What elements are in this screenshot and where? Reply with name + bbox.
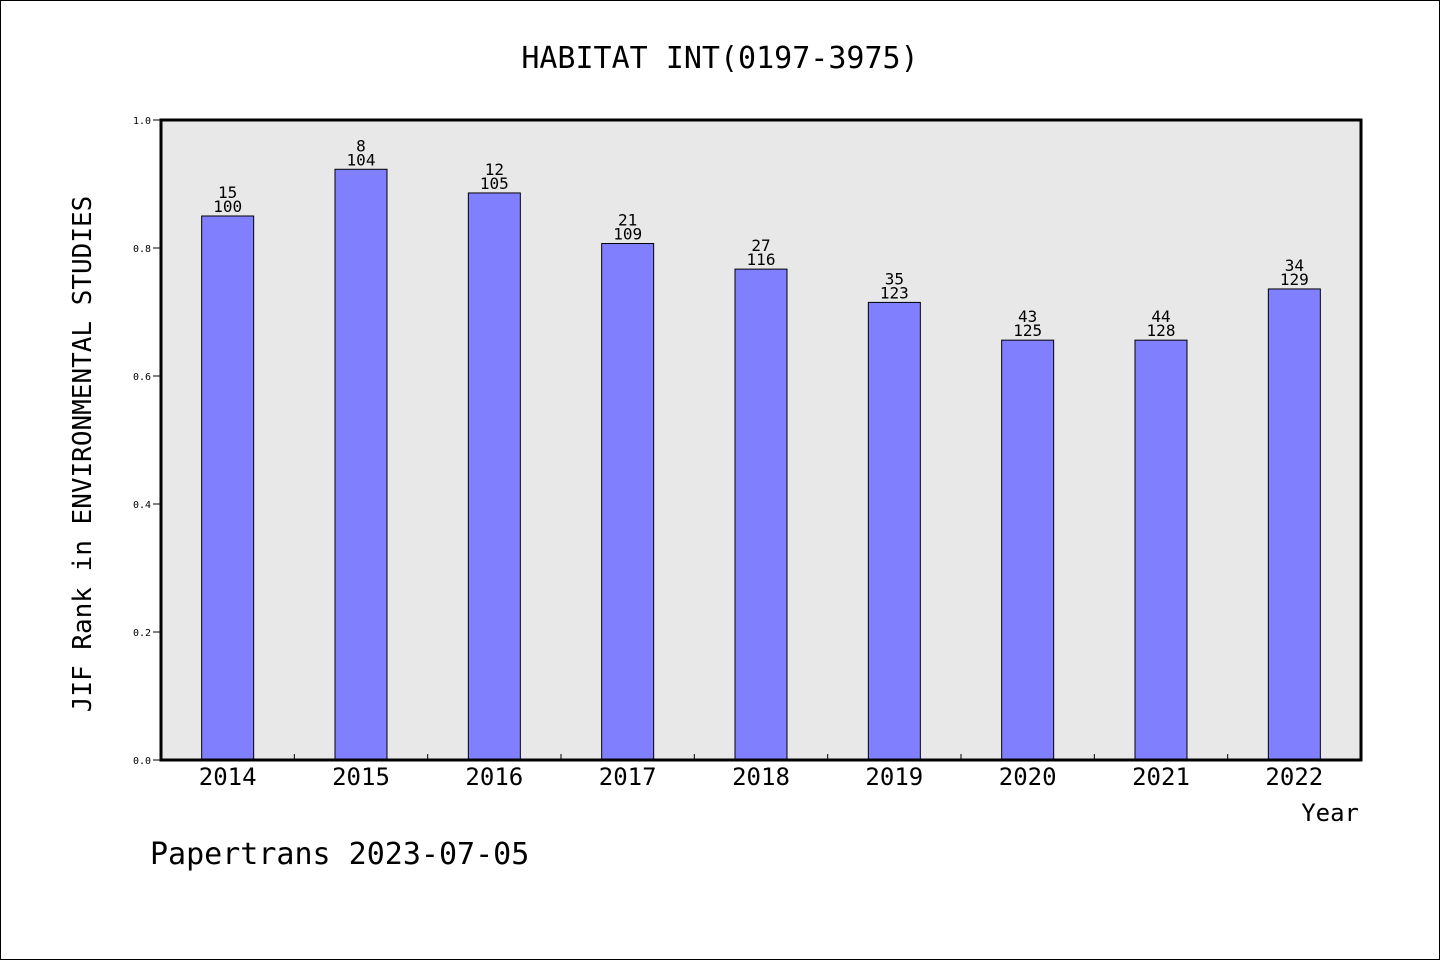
bar-2015 xyxy=(334,168,388,761)
x-tick-label: 2020 xyxy=(999,763,1057,791)
bar-total-label: 100 xyxy=(213,197,242,216)
bar-total-label: 105 xyxy=(480,174,509,193)
bar-rank-label: 44 xyxy=(1151,307,1170,326)
x-tick-label: 2019 xyxy=(865,763,923,791)
footer-credit: Papertrans 2023-07-05 xyxy=(150,837,529,872)
chart-title: HABITAT INT(0197-3975) xyxy=(521,41,918,76)
y-tick-label: 0.4 xyxy=(133,500,151,511)
y-tick-label: 0.0 xyxy=(133,756,151,767)
bar-total-label: 104 xyxy=(347,150,376,169)
y-tick-label: 0.2 xyxy=(133,628,151,639)
bar-2020 xyxy=(1001,339,1055,761)
bar-rank-label: 34 xyxy=(1285,256,1304,275)
bar-rank-label: 12 xyxy=(485,160,504,179)
bar-rank-label: 35 xyxy=(885,269,904,288)
bar-total-label: 109 xyxy=(613,225,642,244)
bar-rank-label: 8 xyxy=(356,136,366,155)
bar-rank-label: 27 xyxy=(751,236,770,255)
x-tick-label: 2014 xyxy=(199,763,257,791)
x-tick-label: 2022 xyxy=(1265,763,1323,791)
y-tick-label: 0.8 xyxy=(133,244,151,255)
bar-total-label: 116 xyxy=(747,250,776,269)
y-axis-label: JIF Rank in ENVIRONMENTAL STUDIES xyxy=(68,196,98,713)
x-axis-label: Year xyxy=(1301,799,1359,827)
bar-total-label: 129 xyxy=(1280,270,1309,289)
bar-2016 xyxy=(467,192,521,761)
bar-2019 xyxy=(867,301,921,761)
bars-layer xyxy=(201,168,1321,761)
y-axis-ticks: 0.0 0.2 0.4 0.6 0.8 1.0 xyxy=(133,116,161,767)
x-tick-label: 2016 xyxy=(465,763,523,791)
x-tick-label: 2018 xyxy=(732,763,790,791)
plot-frame xyxy=(159,118,1363,762)
bar-2018 xyxy=(734,268,788,761)
y-tick-label: 1.0 xyxy=(133,116,151,127)
bar-total-label: 128 xyxy=(1147,321,1176,340)
bar-2017 xyxy=(601,243,655,761)
bar-total-label: 125 xyxy=(1013,321,1042,340)
x-tick-label: 2021 xyxy=(1132,763,1190,791)
x-tick-label: 2017 xyxy=(599,763,657,791)
x-axis-ticks: 2014 2015 2016 2017 2018 2019 2020 2021 2022 xyxy=(199,754,1323,791)
bar-rank-label: 15 xyxy=(218,183,237,202)
bar-2014 xyxy=(201,215,255,761)
bar-rank-label: 43 xyxy=(1018,307,1037,326)
x-tick-label: 2015 xyxy=(332,763,390,791)
bar-rank-label: 21 xyxy=(618,211,637,230)
bar-2021 xyxy=(1134,339,1188,761)
bar-2022 xyxy=(1267,288,1321,761)
bar-total-label: 123 xyxy=(880,283,909,302)
y-tick-label: 0.6 xyxy=(133,372,151,383)
